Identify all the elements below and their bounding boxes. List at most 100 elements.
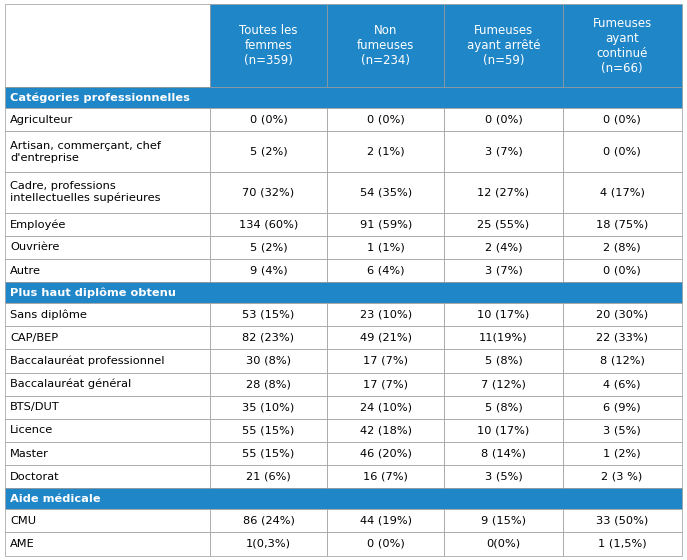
Text: 0 (0%): 0 (0%) <box>603 147 641 157</box>
Bar <box>210 419 327 442</box>
Text: 35 (10%): 35 (10%) <box>243 402 295 412</box>
Text: Fumeuses
ayant arrêté
(n=59): Fumeuses ayant arrêté (n=59) <box>466 24 540 67</box>
Bar <box>210 442 327 465</box>
Text: AME: AME <box>10 539 35 549</box>
Text: Catégories professionnelles: Catégories professionnelles <box>10 92 190 103</box>
Text: 2 (1%): 2 (1%) <box>367 147 405 157</box>
Bar <box>327 465 444 488</box>
Text: 134 (60%): 134 (60%) <box>239 220 298 229</box>
Bar <box>563 326 682 349</box>
Text: Sans diplôme: Sans diplôme <box>10 310 87 320</box>
Bar <box>327 396 444 419</box>
Bar <box>5 396 210 419</box>
Text: 9 (15%): 9 (15%) <box>481 516 526 526</box>
Text: Non
fumeuses
(n=234): Non fumeuses (n=234) <box>357 24 414 67</box>
Bar <box>327 533 444 556</box>
Bar <box>563 303 682 326</box>
Bar <box>327 349 444 372</box>
Bar <box>444 396 563 419</box>
Text: 86 (24%): 86 (24%) <box>243 516 295 526</box>
Bar <box>5 213 210 236</box>
Bar <box>444 419 563 442</box>
Bar <box>5 303 210 326</box>
Bar <box>5 533 210 556</box>
Text: 42 (18%): 42 (18%) <box>360 426 412 435</box>
Bar <box>563 349 682 372</box>
Bar <box>444 372 563 396</box>
Bar <box>327 259 444 282</box>
Bar <box>210 132 327 172</box>
Text: 1 (1,5%): 1 (1,5%) <box>598 539 646 549</box>
Bar <box>5 488 682 509</box>
Text: 7 (12%): 7 (12%) <box>481 379 526 389</box>
Text: 10 (17%): 10 (17%) <box>477 310 530 320</box>
Bar <box>210 396 327 419</box>
Text: 11(19%): 11(19%) <box>479 333 528 343</box>
Bar <box>563 442 682 465</box>
Text: 16 (7%): 16 (7%) <box>363 472 408 482</box>
Bar <box>327 372 444 396</box>
Bar <box>5 236 210 259</box>
Bar <box>5 419 210 442</box>
Bar <box>563 533 682 556</box>
Bar <box>327 509 444 533</box>
Bar <box>327 326 444 349</box>
Bar <box>210 172 327 213</box>
Text: 0 (0%): 0 (0%) <box>603 115 641 125</box>
Bar <box>5 87 682 108</box>
Text: 82 (23%): 82 (23%) <box>243 333 295 343</box>
Bar <box>210 236 327 259</box>
Text: Artisan, commerçant, chef
d'entreprise: Artisan, commerçant, chef d'entreprise <box>10 141 161 162</box>
Bar <box>5 442 210 465</box>
Bar <box>5 282 682 303</box>
Bar <box>327 442 444 465</box>
Bar <box>210 303 327 326</box>
Bar <box>444 172 563 213</box>
Text: 9 (4%): 9 (4%) <box>249 265 287 276</box>
Text: BTS/DUT: BTS/DUT <box>10 402 60 412</box>
Text: 28 (8%): 28 (8%) <box>246 379 291 389</box>
Text: 55 (15%): 55 (15%) <box>243 426 295 435</box>
Text: 17 (7%): 17 (7%) <box>363 356 408 366</box>
Text: 5 (2%): 5 (2%) <box>249 242 287 253</box>
Bar <box>444 326 563 349</box>
Text: 0 (0%): 0 (0%) <box>603 265 641 276</box>
Text: 6 (4%): 6 (4%) <box>367 265 405 276</box>
Bar <box>563 213 682 236</box>
Text: 5 (8%): 5 (8%) <box>484 356 522 366</box>
Text: 4 (6%): 4 (6%) <box>603 379 641 389</box>
Text: CAP/BEP: CAP/BEP <box>10 333 58 343</box>
Bar <box>444 259 563 282</box>
Bar <box>5 172 210 213</box>
Bar <box>444 349 563 372</box>
Bar <box>327 213 444 236</box>
Text: 10 (17%): 10 (17%) <box>477 426 530 435</box>
Text: 4 (17%): 4 (17%) <box>600 188 644 197</box>
Bar <box>444 465 563 488</box>
Text: 12 (27%): 12 (27%) <box>477 188 530 197</box>
Bar <box>210 349 327 372</box>
Text: 1(0,3%): 1(0,3%) <box>246 539 291 549</box>
Text: 21 (6%): 21 (6%) <box>246 472 291 482</box>
Bar <box>444 509 563 533</box>
Text: 2 (8%): 2 (8%) <box>603 242 641 253</box>
Bar <box>5 108 210 132</box>
Bar <box>327 4 444 87</box>
Bar <box>563 419 682 442</box>
Text: 25 (55%): 25 (55%) <box>477 220 530 229</box>
Text: 53 (15%): 53 (15%) <box>243 310 295 320</box>
Text: 1 (1%): 1 (1%) <box>367 242 405 253</box>
Text: 22 (33%): 22 (33%) <box>596 333 648 343</box>
Text: 8 (12%): 8 (12%) <box>600 356 644 366</box>
Text: Master: Master <box>10 449 49 459</box>
Bar <box>5 372 210 396</box>
Bar <box>210 326 327 349</box>
Text: 5 (2%): 5 (2%) <box>249 147 287 157</box>
Text: 24 (10%): 24 (10%) <box>360 402 412 412</box>
Bar <box>210 465 327 488</box>
Text: 33 (50%): 33 (50%) <box>596 516 648 526</box>
Text: 0 (0%): 0 (0%) <box>484 115 522 125</box>
Text: Cadre, professions
intellectuelles supérieures: Cadre, professions intellectuelles supér… <box>10 181 161 203</box>
Text: 46 (20%): 46 (20%) <box>360 449 412 459</box>
Bar <box>444 108 563 132</box>
